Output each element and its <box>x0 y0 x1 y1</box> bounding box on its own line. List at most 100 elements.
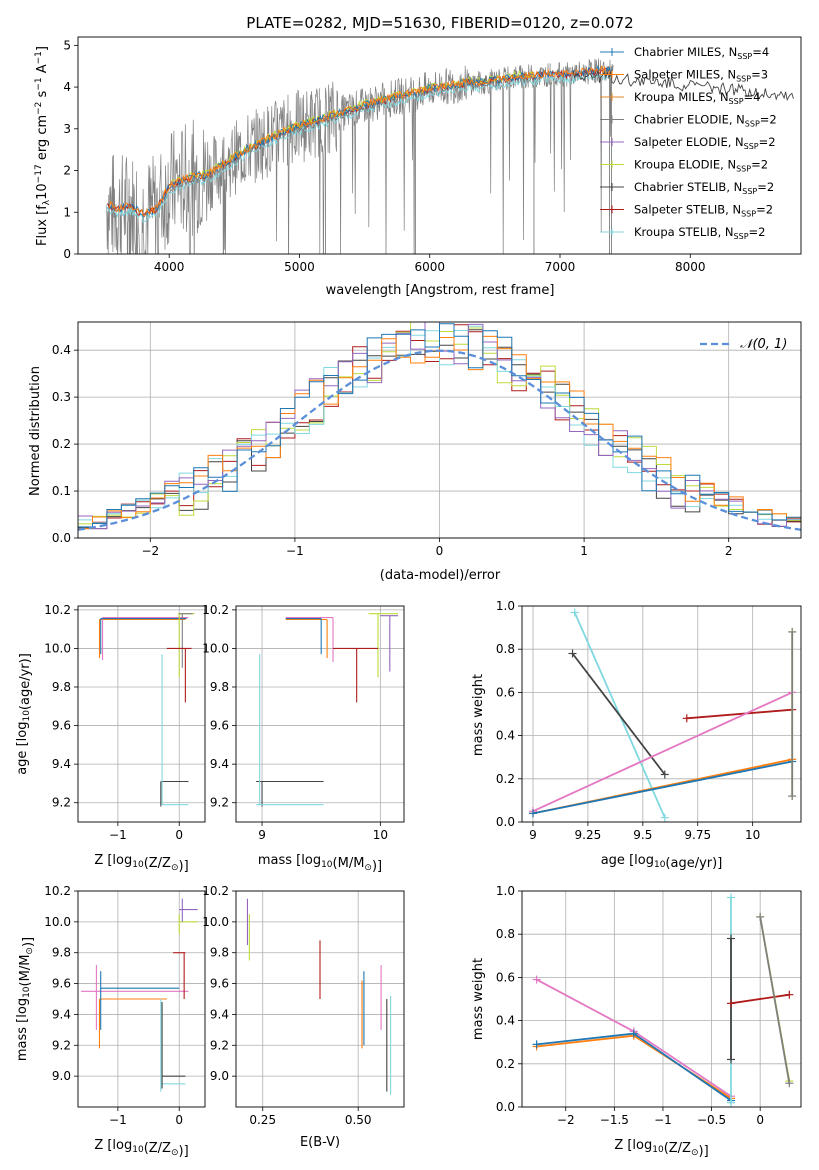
y-tick-label: 0 <box>63 247 71 261</box>
y-tick-label: 10.0 <box>202 915 229 929</box>
ylabel-part: erg cm <box>35 115 50 164</box>
y-tick-label: 9.2 <box>210 796 229 810</box>
y-tick-label: 0.2 <box>496 1057 515 1071</box>
y-tick-label: 4 <box>63 80 71 94</box>
y-tick-label: 9.4 <box>52 757 71 771</box>
label-part: (M/M <box>18 955 33 987</box>
plot-area <box>256 613 399 807</box>
x-tick-label: 0.25 <box>249 1113 276 1127</box>
ylabel-part: −17 <box>34 164 44 183</box>
weight-age-ylabel: mass weight <box>471 674 486 756</box>
normal-curve <box>78 349 801 531</box>
label-part: (Z/Z <box>144 856 171 871</box>
y-tick-label: 9.8 <box>210 680 229 694</box>
y-tick-label: 10.0 <box>44 915 71 929</box>
x-tick-label: 9 <box>258 828 266 842</box>
ylabel-part: −1 <box>34 77 44 90</box>
label-part: )] <box>21 937 36 947</box>
label-part: age [log <box>601 853 654 868</box>
legend-name: Kroupa STELIB, N <box>634 225 734 239</box>
axes-frame <box>77 890 206 1108</box>
x-tick-label: 9.5 <box>633 828 652 842</box>
label-part: (age/yr)] <box>18 653 33 710</box>
legend-sub: SSP <box>729 97 744 106</box>
z-mass-xlabel: Z [log10(Z/Z⊙)] <box>94 1138 188 1159</box>
x-tick-label: 0.50 <box>345 1113 372 1127</box>
y-tick-label: 5 <box>63 38 71 52</box>
label-part: 10 <box>321 860 333 870</box>
y-tick-label: 1.0 <box>496 884 515 898</box>
label-part: ⊙ <box>171 1148 179 1158</box>
y-tick-label: 2 <box>63 164 71 178</box>
z-age-ylabel: age [log10(age/yr)] <box>15 653 33 775</box>
legend-label: Chabrier ELODIE, NSSP=2 <box>634 113 777 129</box>
weight-z-ylabel: mass weight <box>471 958 486 1040</box>
weight-line <box>532 760 793 815</box>
legend-label: Kroupa ELODIE, NSSP=2 <box>634 158 768 174</box>
label-part: )] <box>179 1144 189 1159</box>
residual-histogram <box>78 323 801 528</box>
legend-eq: =2 <box>749 225 766 239</box>
legend-sub: SSP <box>745 120 760 129</box>
x-tick-label: −1 <box>654 1113 672 1127</box>
ylabel-part: 10 <box>35 183 50 200</box>
z-age-panel: −1 09.29.49.69.810.010.2Z [log10(Z/Z⊙)]ag… <box>15 603 206 874</box>
x-tick-label: 7000 <box>545 260 576 274</box>
x-tick-label: 9.75 <box>684 828 711 842</box>
weight-line <box>759 916 791 1084</box>
x-tick-label: −1 <box>109 1113 127 1127</box>
legend-sub: SSP <box>741 210 756 219</box>
x-tick-label: 9.25 <box>575 828 602 842</box>
y-tick-label: 0.2 <box>52 437 71 451</box>
legend-eq: =2 <box>757 180 774 194</box>
y-tick-label: 3 <box>63 122 71 136</box>
legend-eq: =2 <box>760 113 777 127</box>
z-mass-ylabel: mass [log10(M/M⊙)] <box>15 937 36 1061</box>
y-tick-label: 0.4 <box>52 343 71 357</box>
axes-frame <box>235 890 405 1108</box>
axes-frame <box>521 890 802 1108</box>
y-tick-label: 9.0 <box>52 1069 71 1083</box>
legend-eq: =4 <box>752 45 769 59</box>
legend-label: Kroupa STELIB, NSSP=2 <box>634 225 765 241</box>
label-part: Z [log <box>614 1138 652 1153</box>
plot-area <box>98 613 195 807</box>
label-part: ⊙ <box>25 947 35 955</box>
weight-age-panel: 9 9.25 9.5 9.75 10 0.0 0.2 0.4 0.6 0.8 1.0 age [log… <box>496 599 802 871</box>
x-tick-label: −1.5 <box>600 1113 629 1127</box>
y-tick-label: 0.1 <box>52 484 71 498</box>
label-part: )] <box>372 859 382 874</box>
legend-name: Salpeter MILES, N <box>634 68 736 82</box>
ebv-xlabel: E(B-V) <box>300 1135 340 1150</box>
x-tick-label: 0 <box>175 1113 183 1127</box>
y-tick-label: 0.8 <box>496 642 515 656</box>
x-tick-label: −0.5 <box>697 1113 726 1127</box>
y-tick-label: 0.2 <box>496 772 515 786</box>
x-tick-label: 0 <box>756 1113 764 1127</box>
x-tick-label: 8000 <box>675 260 706 274</box>
label-part: Z [log <box>94 1138 132 1153</box>
y-tick-label: 9.2 <box>52 796 71 810</box>
label-part: (Z/Z <box>664 1141 691 1156</box>
spectrum-xlabel: wavelength [Angstrom, rest frame] <box>326 283 555 298</box>
weight-line <box>532 691 793 813</box>
legend-name: Chabrier MILES, N <box>634 45 737 59</box>
y-tick-label: 0.0 <box>496 1100 515 1114</box>
residuals-xlabel: (data-model)/error <box>380 568 501 583</box>
x-tick-label: 4000 <box>154 260 185 274</box>
residuals-ylabel: Normed distribution <box>28 366 43 496</box>
legend-name: Chabrier STELIB, N <box>634 180 742 194</box>
ebv-mass-panel: 0.25 0.50 9.0 9.2 9.4 9.6 9.8 10.0 10.2 <box>202 884 405 1127</box>
y-tick-label: 9.6 <box>52 719 71 733</box>
mass-age-xlabel: mass [log10(M/M⊙)] <box>258 853 382 874</box>
y-tick-label: 9.8 <box>52 680 71 694</box>
x-tick-label: −2 <box>557 1113 575 1127</box>
y-tick-label: 0.3 <box>52 390 71 404</box>
y-tick-label: 9.4 <box>52 1007 71 1021</box>
legend-sub: SSP <box>744 142 759 151</box>
x-tick-label: 0 <box>175 828 183 842</box>
legend-label: Chabrier MILES, NSSP=4 <box>634 45 769 61</box>
y-tick-label: 0.0 <box>496 815 515 829</box>
legend-sub: SSP <box>737 52 752 61</box>
